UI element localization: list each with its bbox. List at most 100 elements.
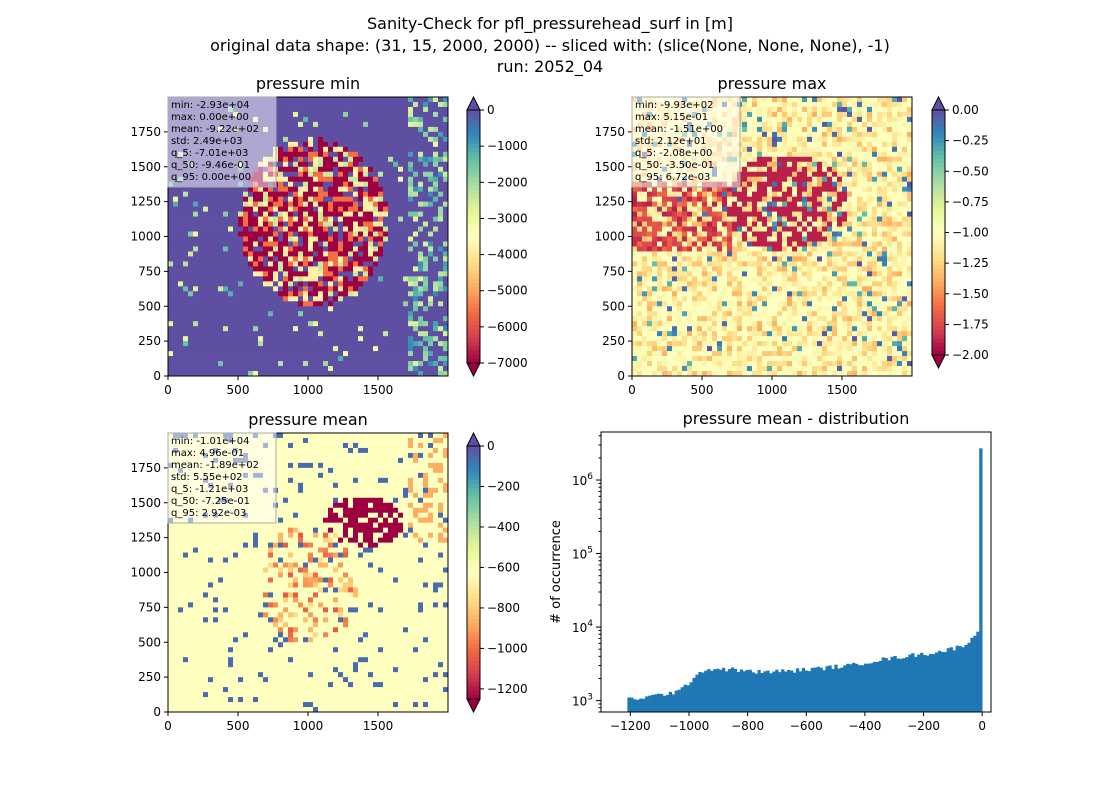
heatmap-cell xyxy=(408,126,414,133)
heatmap-cell xyxy=(193,271,199,277)
heatmap-cell xyxy=(403,341,409,347)
heatmap-cell xyxy=(807,181,813,188)
colorbar-segment xyxy=(467,135,480,141)
heatmap-cell xyxy=(847,131,853,138)
heatmap-cell xyxy=(253,301,259,307)
heatmap-cell xyxy=(338,296,344,302)
heatmap-cell xyxy=(817,216,823,222)
heatmap-cell xyxy=(228,361,234,367)
heatmap-cell xyxy=(213,221,219,227)
heatmap-cell xyxy=(273,231,279,237)
heatmap-cell xyxy=(797,166,803,173)
heatmap-cell xyxy=(767,156,773,163)
heatmap-cell xyxy=(832,191,838,198)
heatmap-cell xyxy=(323,326,329,332)
heatmap-cell xyxy=(428,306,434,312)
heatmap-cell xyxy=(303,97,309,103)
heatmap-cell xyxy=(303,246,309,252)
heatmap-cell xyxy=(193,226,199,232)
heatmap-cell xyxy=(777,221,783,227)
heatmap-cell xyxy=(323,311,329,317)
heatmap-cell xyxy=(842,216,848,222)
heatmap-cell xyxy=(393,186,399,193)
heatmap-cell xyxy=(697,221,703,227)
heatmap-cell xyxy=(802,236,808,242)
heatmap-cell xyxy=(443,371,449,377)
heatmap-cell xyxy=(188,361,194,367)
heatmap-cell xyxy=(358,316,364,322)
heatmap-cell xyxy=(832,206,838,212)
heatmap-cell xyxy=(747,236,753,242)
heatmap-cell xyxy=(383,301,389,307)
heatmap-cell xyxy=(822,111,828,118)
heatmap-cell xyxy=(802,97,808,103)
heatmap-cell xyxy=(847,171,853,178)
heatmap-cell xyxy=(213,256,219,262)
heatmap-cell xyxy=(363,176,369,183)
heatmap-cell xyxy=(368,146,374,153)
heatmap-cell xyxy=(907,126,913,133)
heatmap-cell xyxy=(418,241,424,247)
heatmap-cell xyxy=(857,211,863,217)
heatmap-cell xyxy=(418,97,424,103)
heatmap-cell xyxy=(263,266,269,272)
heatmap-cell xyxy=(862,236,868,242)
heatmap-cell xyxy=(433,246,439,252)
heatmap-cell xyxy=(433,151,439,158)
heatmap-cell xyxy=(872,131,878,138)
heatmap-cell xyxy=(183,201,189,208)
heatmap-cell xyxy=(702,226,708,232)
heatmap-cell xyxy=(353,366,359,372)
heatmap-cell xyxy=(872,201,878,208)
heatmap-cell xyxy=(328,126,334,133)
heatmap-cell xyxy=(258,246,264,252)
heatmap-cell xyxy=(308,221,314,227)
colorbar-segment xyxy=(467,312,480,318)
heatmap-cell xyxy=(877,196,883,203)
heatmap-cell xyxy=(383,111,389,118)
heatmap-cell xyxy=(343,236,349,242)
heatmap-cell xyxy=(348,336,354,342)
heatmap-cell xyxy=(378,341,384,347)
heatmap-cell xyxy=(288,356,294,362)
heatmap-cell xyxy=(223,316,229,322)
heatmap-cell xyxy=(343,351,349,357)
heatmap-cell xyxy=(218,206,224,212)
heatmap-cell xyxy=(862,166,868,173)
heatmap-cell xyxy=(173,366,179,372)
heatmap-cell xyxy=(403,366,409,372)
heatmap-cell xyxy=(233,361,239,367)
heatmap-cell xyxy=(408,236,414,242)
heatmap-cell xyxy=(258,286,264,292)
heatmap-cell xyxy=(248,191,254,198)
heatmap-cell xyxy=(837,101,843,108)
heatmap-cell xyxy=(428,241,434,247)
heatmap-cell xyxy=(777,121,783,128)
heatmap-cell xyxy=(328,111,334,118)
heatmap-cell xyxy=(368,341,374,347)
heatmap-cell xyxy=(398,97,404,103)
heatmap-cell xyxy=(807,146,813,153)
heatmap-cell xyxy=(358,341,364,347)
heatmap-cell xyxy=(647,236,653,242)
heatmap-cell xyxy=(278,116,284,123)
heatmap-cell xyxy=(403,361,409,367)
heatmap-cell xyxy=(228,211,234,217)
heatmap-cell xyxy=(762,236,768,242)
heatmap-cell xyxy=(802,216,808,222)
heatmap-cell xyxy=(892,166,898,173)
heatmap-cell xyxy=(203,271,209,277)
heatmap-cell xyxy=(188,216,194,222)
heatmap-cell xyxy=(837,231,843,237)
heatmap-cell xyxy=(433,221,439,227)
heatmap-cell xyxy=(642,251,648,257)
heatmap-cell xyxy=(183,321,189,327)
heatmap-cell xyxy=(248,291,254,297)
heatmap-cell xyxy=(363,291,369,297)
heatmap-cell xyxy=(408,306,414,312)
heatmap-cell xyxy=(907,201,913,208)
heatmap-cell xyxy=(752,246,758,252)
heatmap-cell xyxy=(862,151,868,158)
colorbar-segment xyxy=(467,244,480,250)
heatmap-cell xyxy=(198,251,204,257)
